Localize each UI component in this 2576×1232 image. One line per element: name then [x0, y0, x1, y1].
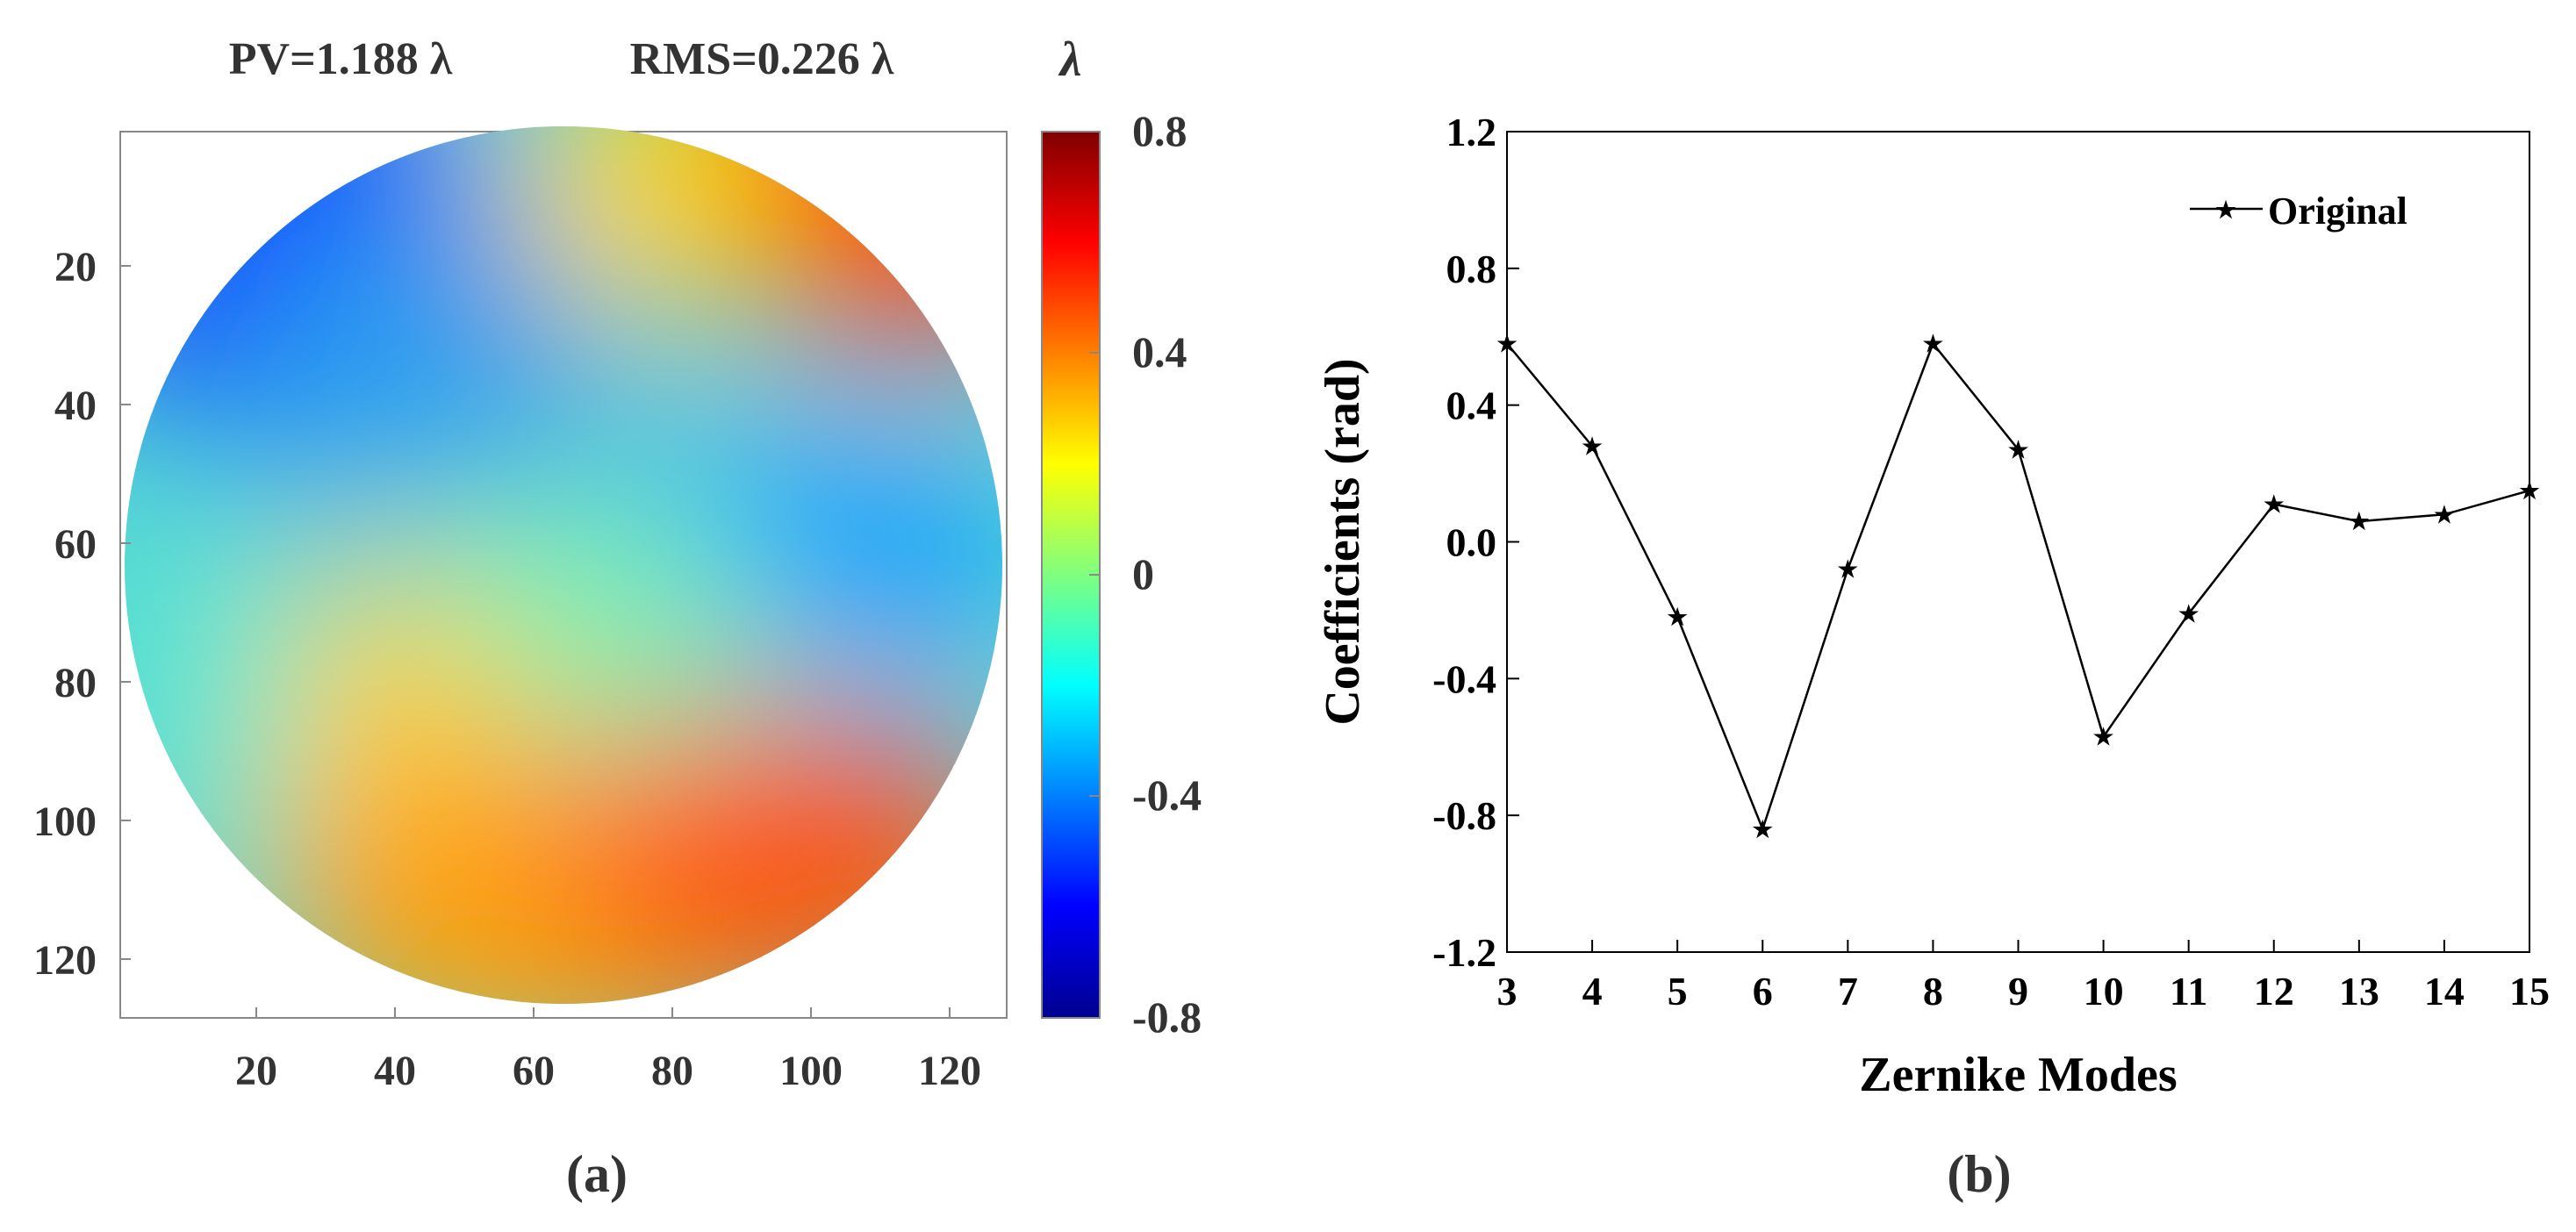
legend: ★ Original	[2190, 190, 2407, 233]
line-chart-plot: 1.2 0.8 0.4 0.0 -0.4 -0.8 -1.23 4 5 6 7 8 9 10 11 12 13 1…	[1316, 110, 2550, 1102]
heatmap-x-tick: 20	[235, 1048, 277, 1094]
x-tick-label: 11	[2170, 969, 2207, 1014]
x-tick-label: 4	[1582, 969, 1603, 1014]
panel-a-label: (a)	[566, 1145, 628, 1203]
y-tick-label: 0.0	[1446, 520, 1497, 565]
heatmap-y-tick: 80	[54, 660, 97, 706]
legend-label: Original	[2268, 190, 2407, 233]
heatmap-y-tick: 100	[33, 799, 97, 845]
heatmap-x-tick: 60	[513, 1048, 555, 1094]
data-point-marker: ★	[2349, 509, 2370, 534]
legend-marker-star: ★	[2215, 197, 2236, 223]
x-tick-label: 8	[1923, 969, 1943, 1014]
data-point-marker: ★	[1923, 332, 1944, 357]
colorbar-tick: -0.8	[1132, 992, 1202, 1042]
panel-a-title-rms: RMS=0.226 λ	[630, 34, 894, 84]
data-point-marker: ★	[2434, 502, 2455, 527]
x-tick-label: 13	[2339, 969, 2379, 1014]
heatmap-y-tick: 20	[54, 244, 97, 290]
colorbar: λ 0.8 0.4 0 -0.4 -0.8	[1041, 32, 1202, 1042]
data-point-marker: ★	[1668, 605, 1689, 630]
x-tick-label: 15	[2509, 969, 2550, 1014]
y-tick-label: -0.8	[1432, 793, 1496, 838]
heatmap-y-tick: 40	[54, 383, 97, 429]
series-line-original	[1506, 341, 2530, 833]
wavefront-heatmap	[125, 126, 1002, 1004]
data-point-marker: ★	[1582, 433, 1603, 459]
panel-a: PV=1.188 λ RMS=0.226 λ	[33, 32, 1202, 1203]
x-tick-label: 5	[1668, 969, 1688, 1014]
x-tick-label: 14	[2424, 969, 2465, 1014]
data-point-marker: ★	[2008, 437, 2029, 462]
data-point-marker: ★	[2264, 492, 2285, 518]
heatmap-x-tick: 80	[651, 1048, 693, 1094]
heatmap-y-axis: 20 40 60 80 100 120	[33, 244, 131, 984]
heatmap-x-axis: 20 40 60 80 100 120	[235, 1007, 981, 1094]
colorbar-tick: 0.8	[1132, 106, 1188, 155]
y-tick-label: 0.4	[1446, 383, 1497, 428]
colorbar-tick: 0	[1132, 549, 1154, 598]
heatmap-y-tick: 120	[33, 937, 97, 984]
colorbar-unit-label: λ	[1058, 32, 1082, 87]
y-tick-label: 1.2	[1446, 110, 1497, 154]
y-axis-label: Coefficients (rad)	[1316, 358, 1370, 725]
x-tick-label: 3	[1497, 969, 1518, 1014]
x-tick-label: 12	[2254, 969, 2294, 1014]
y-tick-label: 0.8	[1446, 247, 1497, 291]
x-tick-label: 6	[1753, 969, 1773, 1014]
line-chart-axes-frame	[1506, 131, 2530, 953]
x-tick-label: 7	[1838, 969, 1858, 1014]
panel-b: 1.2 0.8 0.4 0.0 -0.4 -0.8 -1.23 4 5 6 7 8 9 10 11 12 13 1…	[1316, 110, 2550, 1203]
x-tick-label: 10	[2084, 969, 2124, 1014]
data-point-marker: ★	[2093, 725, 2114, 750]
heatmap-y-tick: 60	[54, 521, 97, 568]
colorbar-tick: 0.4	[1132, 327, 1188, 376]
data-point-marker: ★	[2178, 601, 2199, 627]
data-point-marker: ★	[1838, 557, 1859, 583]
heatmap-x-tick: 40	[374, 1048, 416, 1094]
panel-b-label: (b)	[1947, 1145, 2011, 1203]
panel-a-title-pv: PV=1.188 λ	[229, 34, 453, 84]
x-tick-label: 9	[2008, 969, 2028, 1014]
y-tick-label: -1.2	[1432, 930, 1496, 975]
heatmap-x-tick: 120	[918, 1048, 981, 1094]
y-tick-label: -0.4	[1432, 656, 1496, 701]
data-point-marker: ★	[2519, 478, 2540, 504]
x-axis-label: Zernike Modes	[1859, 1048, 2177, 1102]
heatmap-x-tick: 100	[779, 1048, 843, 1094]
data-point-marker: ★	[1496, 332, 1518, 357]
colorbar-tick: -0.4	[1132, 770, 1202, 820]
data-point-marker: ★	[1753, 817, 1774, 842]
